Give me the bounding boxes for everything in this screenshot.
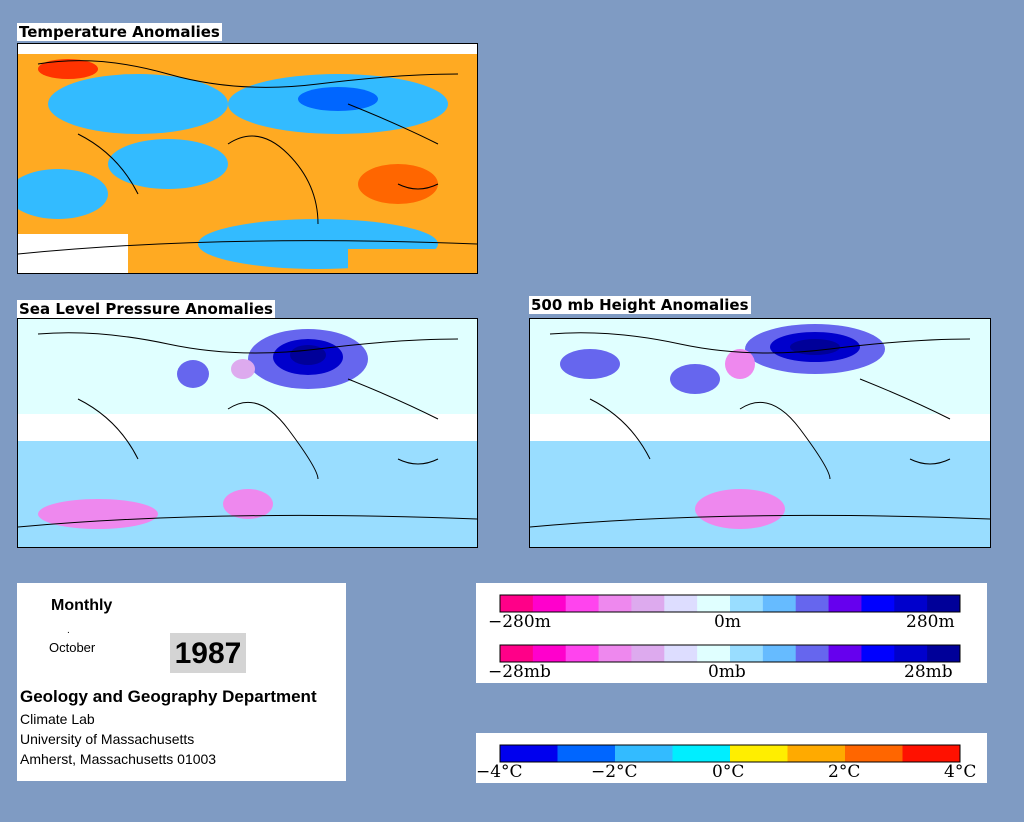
- height-high: [695, 489, 785, 529]
- height-color-bar: [499, 594, 961, 613]
- missing-data: [530, 414, 990, 441]
- temp-label: −2°C: [591, 762, 638, 782]
- color-swatch: [500, 645, 534, 662]
- color-swatch: [664, 645, 698, 662]
- temperature-color-bar: [499, 744, 961, 763]
- temp-label: 4°C: [944, 762, 976, 782]
- height-low: [790, 339, 840, 355]
- missing-data: [18, 44, 477, 54]
- height-max-label: 280m: [906, 612, 955, 632]
- cold-core: [298, 87, 378, 111]
- color-swatch: [795, 595, 830, 612]
- temperature-color-scale: −4°C −2°C 0°C 2°C 4°C: [476, 733, 987, 783]
- color-swatch: [697, 645, 731, 662]
- pressure-high: [38, 499, 158, 529]
- warm-core: [38, 59, 98, 79]
- university-name: University of Massachusetts: [20, 731, 195, 747]
- coastline: [530, 332, 990, 528]
- pressure-mid-label: 0mb: [708, 662, 746, 682]
- coastline: [18, 60, 477, 255]
- color-swatch: [565, 645, 600, 662]
- height-low: [670, 364, 720, 394]
- height-title: 500 mb Height Anomalies: [529, 296, 751, 314]
- color-swatch: [762, 645, 797, 662]
- color-swatch: [927, 645, 961, 662]
- temperature-anomaly-map: [17, 43, 478, 274]
- pressure-high: [231, 359, 255, 379]
- color-swatch: [902, 745, 961, 762]
- anomaly-color-scales: −280m 0m 280m −28mb 0mb 28mb: [476, 583, 987, 683]
- color-swatch: [762, 595, 797, 612]
- color-swatch: [565, 595, 600, 612]
- color-swatch: [845, 745, 903, 762]
- color-swatch: [664, 595, 698, 612]
- slp-title: Sea Level Pressure Anomalies: [17, 300, 275, 318]
- color-swatch: [787, 745, 846, 762]
- height-high: [725, 349, 755, 379]
- color-bar-border: [499, 594, 961, 613]
- temp-label: −4°C: [476, 762, 523, 782]
- color-swatch: [861, 595, 895, 612]
- color-swatch: [828, 595, 862, 612]
- temperature-title: Temperature Anomalies: [17, 23, 222, 41]
- height-min-label: −280m: [488, 612, 551, 632]
- color-swatch: [730, 645, 764, 662]
- missing-data: [18, 234, 128, 273]
- pressure-max-label: 28mb: [904, 662, 953, 682]
- month-label: October: [49, 640, 96, 655]
- missing-data: [348, 249, 477, 273]
- color-swatch: [598, 595, 632, 612]
- color-swatch: [730, 745, 788, 762]
- cool-anomaly-area: [18, 169, 108, 219]
- address: Amherst, Massachusetts 01003: [20, 751, 217, 767]
- color-swatch: [532, 645, 567, 662]
- pressure-high: [223, 489, 273, 519]
- cool-anomaly-area: [48, 74, 228, 134]
- temp-label: 2°C: [828, 762, 860, 782]
- color-swatch: [631, 645, 665, 662]
- lab-name: Climate Lab: [20, 711, 95, 727]
- height-low: [560, 349, 620, 379]
- cool-anomaly-area: [108, 139, 228, 189]
- color-swatch: [672, 745, 731, 762]
- color-swatch: [557, 745, 616, 762]
- coastline: [18, 332, 477, 528]
- pressure-min-label: −28mb: [488, 662, 551, 682]
- color-bar-border: [499, 644, 961, 663]
- color-swatch: [894, 645, 928, 662]
- pressure-low: [290, 345, 326, 365]
- height-anomaly-map: [529, 318, 991, 548]
- year-label: 1987: [170, 633, 246, 673]
- color-swatch: [861, 645, 895, 662]
- color-swatch: [615, 745, 673, 762]
- color-swatch: [828, 645, 862, 662]
- pressure-color-bar: [499, 644, 961, 663]
- color-swatch: [730, 595, 764, 612]
- info-panel: Monthly . October 1987 Geology and Geogr…: [17, 583, 346, 781]
- slp-anomaly-map: [17, 318, 478, 548]
- color-swatch: [927, 595, 961, 612]
- color-swatch: [598, 645, 632, 662]
- month-marker: .: [67, 625, 70, 636]
- color-swatch: [631, 595, 665, 612]
- color-swatch: [697, 595, 731, 612]
- temp-label: 0°C: [712, 762, 744, 782]
- height-mid-label: 0m: [714, 612, 741, 632]
- color-swatch: [500, 595, 534, 612]
- missing-data: [18, 414, 477, 441]
- period-mode: Monthly: [51, 597, 113, 614]
- color-swatch: [532, 595, 567, 612]
- color-bar-border: [499, 744, 961, 763]
- color-swatch: [894, 595, 928, 612]
- pressure-low: [177, 360, 209, 388]
- color-swatch: [795, 645, 830, 662]
- department-name: Geology and Geography Department: [20, 687, 317, 706]
- color-swatch: [500, 745, 558, 762]
